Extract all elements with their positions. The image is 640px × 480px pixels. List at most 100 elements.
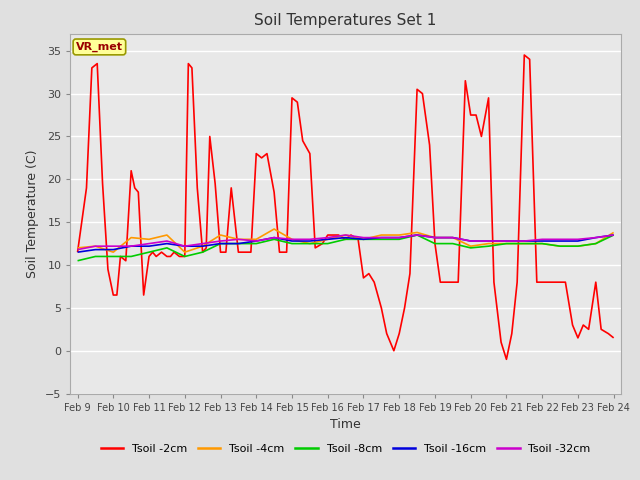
- Line: Tsoil -32cm: Tsoil -32cm: [77, 235, 614, 250]
- Tsoil -32cm: [502, 238, 510, 244]
- Tsoil -32cm: [342, 232, 349, 238]
- Tsoil -8cm: [181, 253, 189, 259]
- Tsoil -32cm: [538, 237, 546, 242]
- Tsoil -8cm: [484, 243, 492, 249]
- Tsoil -32cm: [252, 238, 260, 244]
- Tsoil -8cm: [92, 253, 99, 259]
- Tsoil -32cm: [484, 238, 492, 244]
- Tsoil -32cm: [324, 235, 332, 240]
- Tsoil -32cm: [592, 235, 600, 240]
- Tsoil -16cm: [431, 235, 439, 240]
- Tsoil -16cm: [342, 235, 349, 240]
- Tsoil -8cm: [74, 258, 81, 264]
- Tsoil -32cm: [449, 235, 457, 240]
- Tsoil -4cm: [484, 241, 492, 247]
- Tsoil -8cm: [378, 237, 385, 242]
- Tsoil -2cm: [477, 133, 485, 139]
- Tsoil -2cm: [193, 185, 201, 191]
- Tsoil -4cm: [74, 245, 81, 251]
- Tsoil -8cm: [431, 241, 439, 247]
- Tsoil -32cm: [396, 235, 403, 240]
- Tsoil -8cm: [217, 241, 225, 247]
- Tsoil -2cm: [610, 335, 618, 341]
- Tsoil -32cm: [413, 232, 421, 238]
- Tsoil -2cm: [93, 61, 101, 67]
- Tsoil -8cm: [234, 241, 242, 247]
- Tsoil -16cm: [163, 241, 171, 247]
- Tsoil -16cm: [127, 243, 135, 249]
- Tsoil -8cm: [467, 245, 474, 251]
- Tsoil -32cm: [92, 243, 99, 249]
- Tsoil -2cm: [502, 357, 510, 362]
- Tsoil -16cm: [288, 238, 296, 244]
- Tsoil -4cm: [145, 237, 153, 242]
- Tsoil -8cm: [592, 241, 600, 247]
- Tsoil -4cm: [252, 237, 260, 242]
- Tsoil -4cm: [502, 241, 510, 247]
- Y-axis label: Soil Temperature (C): Soil Temperature (C): [26, 149, 40, 278]
- Tsoil -16cm: [181, 243, 189, 249]
- Line: Tsoil -16cm: Tsoil -16cm: [77, 235, 614, 252]
- Tsoil -16cm: [378, 235, 385, 240]
- Tsoil -16cm: [324, 237, 332, 242]
- Tsoil -16cm: [396, 235, 403, 240]
- Tsoil -8cm: [360, 237, 367, 242]
- Tsoil -4cm: [306, 241, 314, 247]
- Tsoil -2cm: [324, 232, 332, 238]
- Tsoil -4cm: [520, 241, 528, 247]
- Tsoil -32cm: [288, 237, 296, 242]
- Tsoil -4cm: [556, 243, 564, 249]
- Tsoil -32cm: [574, 237, 582, 242]
- Tsoil -32cm: [199, 241, 207, 247]
- Tsoil -8cm: [270, 237, 278, 242]
- Tsoil -8cm: [199, 249, 207, 255]
- Tsoil -16cm: [556, 238, 564, 244]
- Tsoil -32cm: [610, 232, 618, 238]
- Tsoil -2cm: [74, 249, 81, 255]
- Line: Tsoil -2cm: Tsoil -2cm: [77, 55, 614, 360]
- Tsoil -8cm: [449, 241, 457, 247]
- Tsoil -4cm: [181, 249, 189, 255]
- Tsoil -8cm: [109, 253, 117, 259]
- Tsoil -4cm: [324, 237, 332, 242]
- Tsoil -32cm: [270, 235, 278, 240]
- Tsoil -4cm: [467, 243, 474, 249]
- Tsoil -8cm: [556, 243, 564, 249]
- Tsoil -8cm: [396, 237, 403, 242]
- Tsoil -4cm: [378, 232, 385, 238]
- Tsoil -8cm: [413, 232, 421, 238]
- Tsoil -4cm: [234, 237, 242, 242]
- Tsoil -16cm: [109, 247, 117, 252]
- Tsoil -16cm: [199, 243, 207, 249]
- Tsoil -2cm: [365, 271, 372, 276]
- Tsoil -8cm: [610, 232, 618, 238]
- Tsoil -4cm: [538, 241, 546, 247]
- Tsoil -16cm: [217, 241, 225, 247]
- Tsoil -8cm: [502, 241, 510, 247]
- X-axis label: Time: Time: [330, 418, 361, 431]
- Tsoil -16cm: [252, 238, 260, 244]
- Tsoil -8cm: [342, 237, 349, 242]
- Tsoil -16cm: [502, 238, 510, 244]
- Tsoil -4cm: [163, 232, 171, 238]
- Tsoil -16cm: [145, 243, 153, 249]
- Tsoil -4cm: [592, 241, 600, 247]
- Line: Tsoil -4cm: Tsoil -4cm: [77, 229, 614, 252]
- Tsoil -16cm: [74, 249, 81, 255]
- Tsoil -4cm: [270, 226, 278, 232]
- Tsoil -32cm: [217, 238, 225, 244]
- Tsoil -4cm: [127, 235, 135, 240]
- Tsoil -4cm: [449, 235, 457, 240]
- Tsoil -16cm: [574, 238, 582, 244]
- Tsoil -16cm: [484, 238, 492, 244]
- Tsoil -16cm: [467, 238, 474, 244]
- Tsoil -16cm: [360, 237, 367, 242]
- Tsoil -8cm: [520, 241, 528, 247]
- Tsoil -32cm: [520, 238, 528, 244]
- Tsoil -32cm: [360, 235, 367, 240]
- Tsoil -16cm: [520, 238, 528, 244]
- Tsoil -4cm: [217, 232, 225, 238]
- Tsoil -4cm: [199, 243, 207, 249]
- Tsoil -2cm: [520, 52, 528, 58]
- Tsoil -4cm: [288, 237, 296, 242]
